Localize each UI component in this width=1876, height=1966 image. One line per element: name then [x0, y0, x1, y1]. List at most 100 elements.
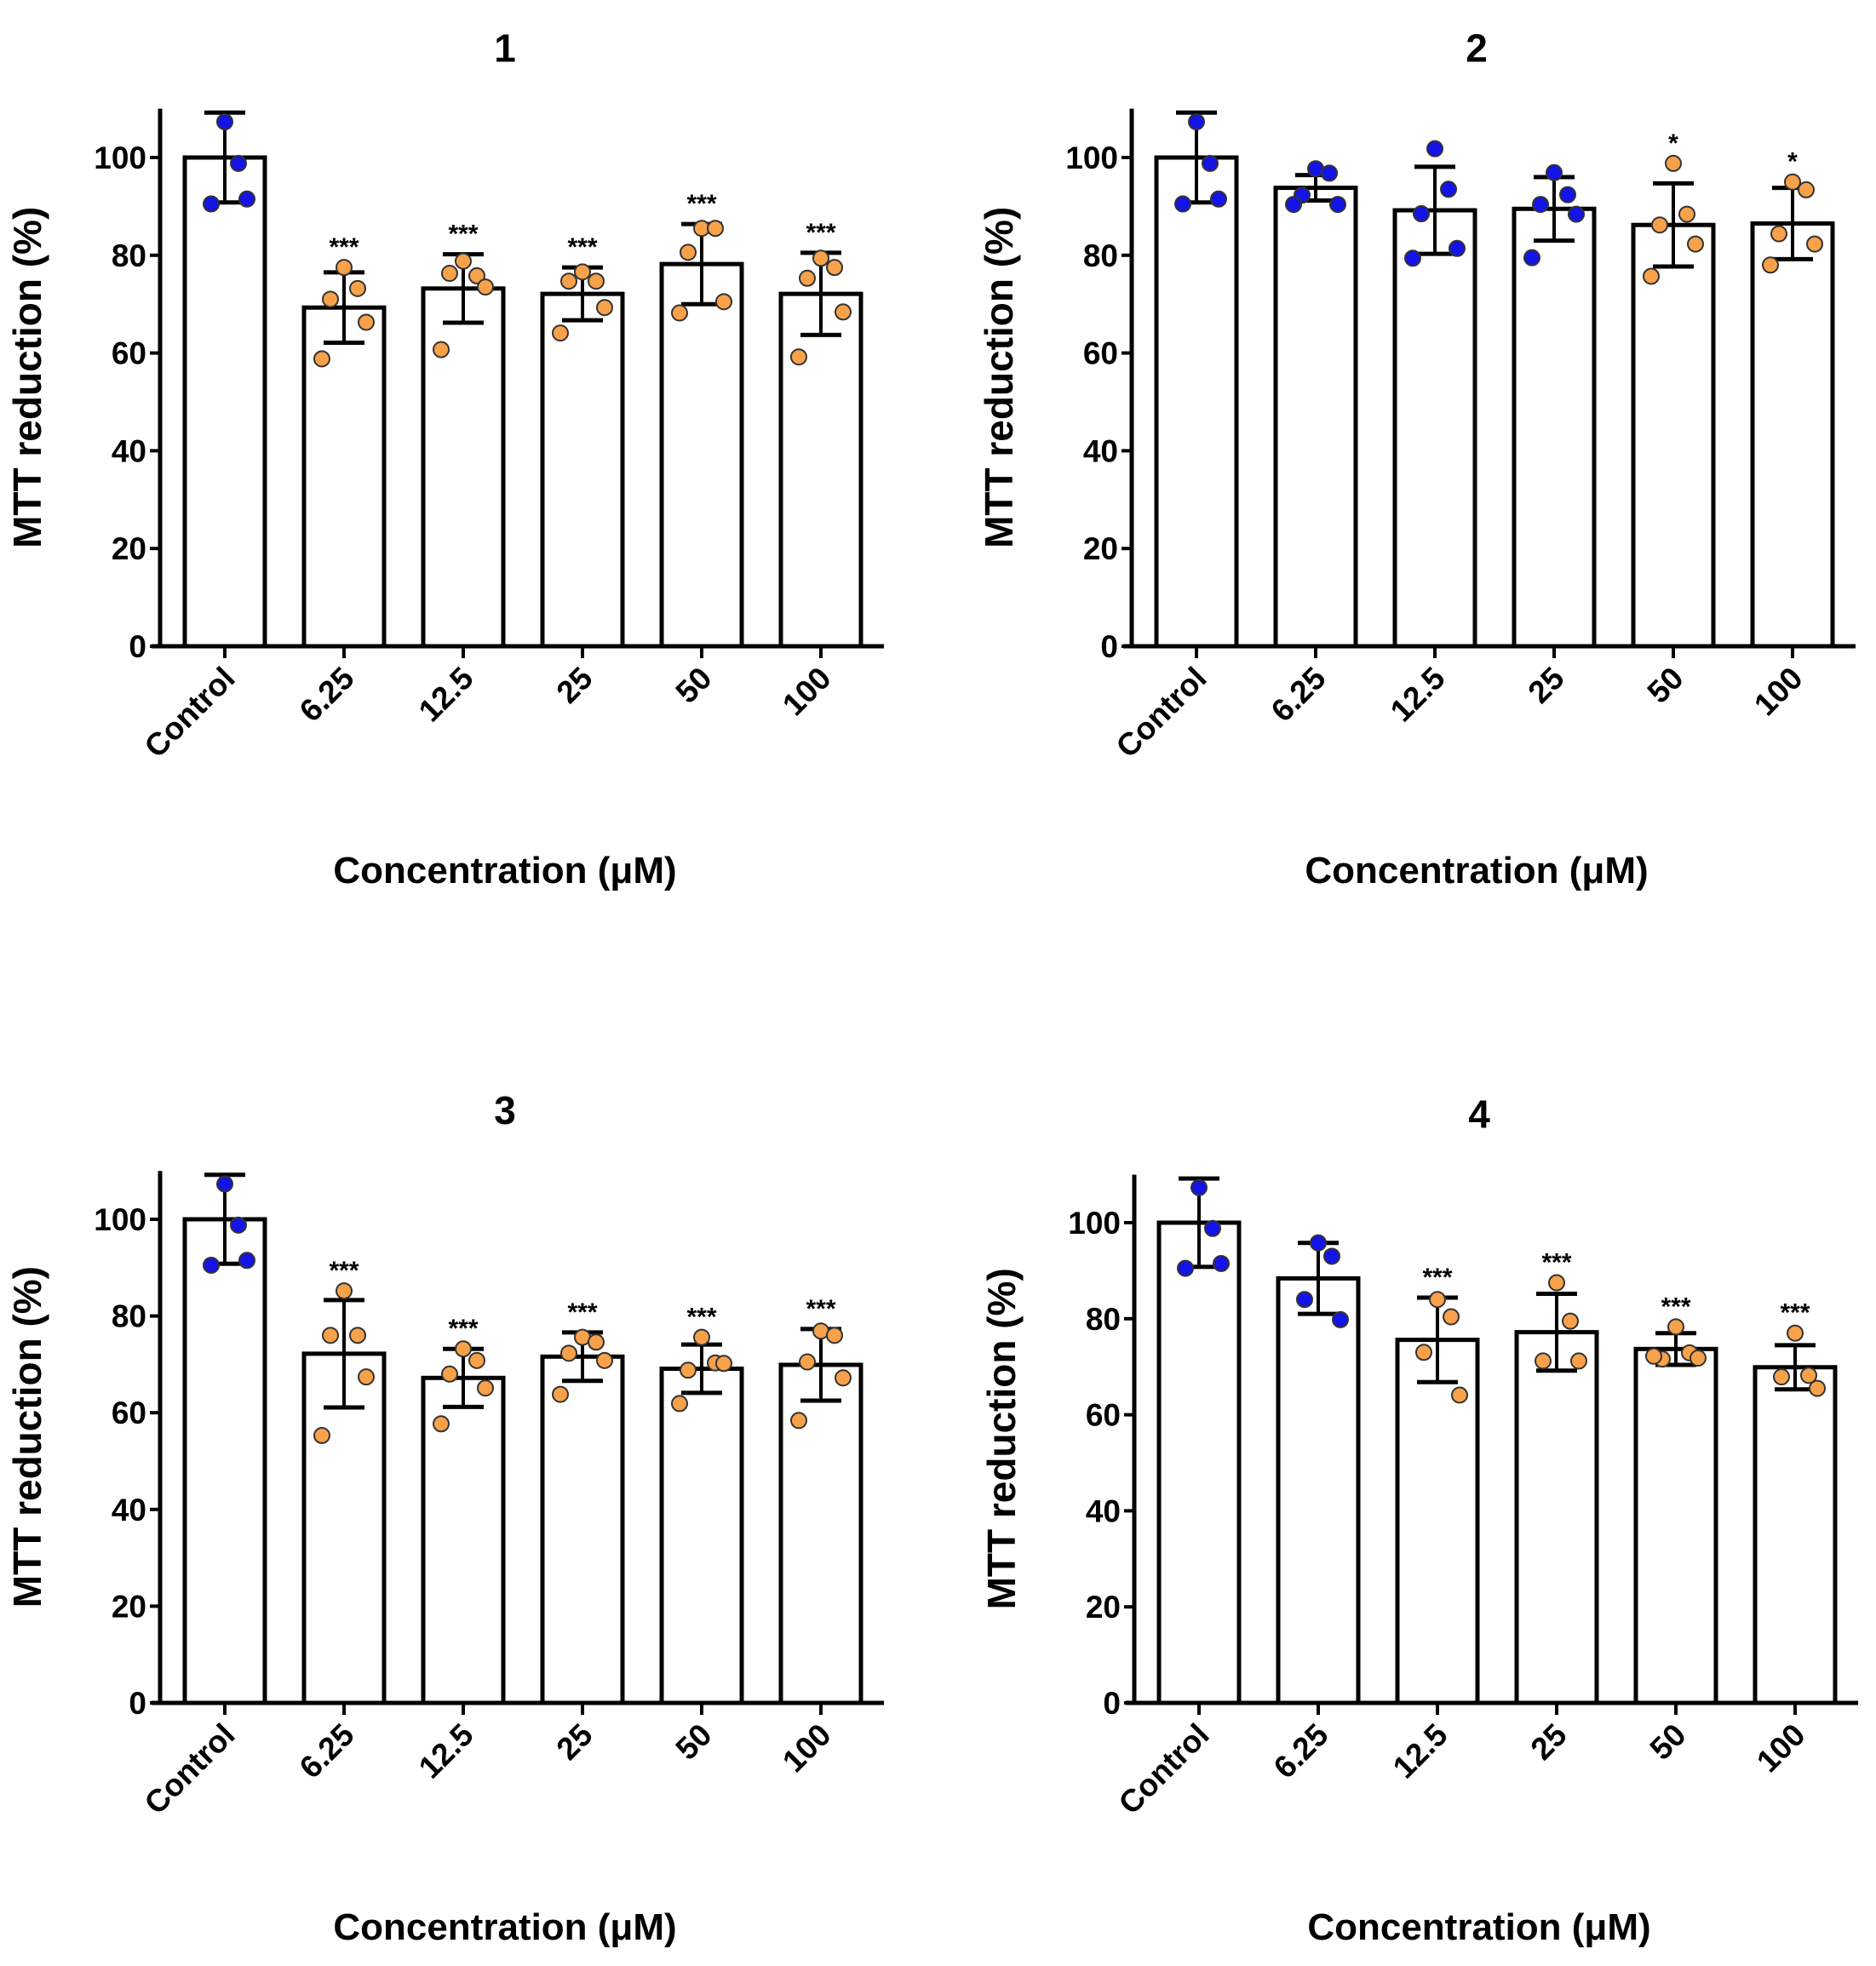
y-tick-label: 0 — [129, 629, 146, 664]
data-point — [1426, 140, 1443, 158]
data-point — [799, 269, 816, 287]
data-point — [1323, 1247, 1340, 1265]
data-point — [671, 304, 688, 322]
data-point — [455, 252, 472, 270]
bar-25 — [1514, 1330, 1599, 1705]
data-point — [1535, 1352, 1552, 1370]
data-point — [1667, 1318, 1684, 1336]
data-point — [1404, 249, 1421, 267]
y-tick-label: 100 — [1068, 1206, 1121, 1241]
y-axis-label: MTT reduction (%) — [979, 1268, 1024, 1609]
y-axis-label: MTT reduction (%) — [5, 207, 49, 548]
bar-100 — [1753, 1365, 1838, 1705]
data-point — [1546, 163, 1563, 181]
y-tick-label: 40 — [112, 1493, 146, 1528]
significance-label: * — [1787, 148, 1798, 176]
data-point — [588, 1333, 605, 1351]
data-point — [790, 1412, 807, 1430]
data-point — [680, 1361, 697, 1379]
data-point — [1687, 235, 1704, 253]
data-point — [216, 1175, 233, 1193]
data-point — [1645, 1347, 1662, 1365]
y-tick-label: 80 — [1086, 1302, 1121, 1337]
data-point — [1800, 1367, 1817, 1384]
y-tick-label: 40 — [112, 433, 146, 468]
data-point — [588, 272, 605, 290]
data-point — [1177, 1259, 1194, 1277]
x-axis-label: Concentration (μM) — [333, 850, 676, 891]
data-point — [1413, 205, 1430, 223]
data-point — [313, 350, 330, 368]
data-point — [1762, 256, 1779, 274]
data-point — [230, 1216, 247, 1234]
chart-panel-1: 1 *** *** *** *** *** 0 20 40 60 80 100 Control 6.25 1… — [5, 26, 884, 891]
bar-100 — [778, 291, 863, 649]
data-point — [1451, 1386, 1468, 1404]
significance-label: *** — [806, 219, 835, 247]
significance-label: *** — [686, 190, 716, 218]
data-point — [322, 290, 339, 308]
data-point — [441, 1365, 458, 1383]
data-point — [349, 279, 366, 297]
bar-Control — [182, 155, 267, 649]
data-point — [455, 1340, 472, 1358]
significance-label: *** — [329, 233, 359, 261]
data-point — [1678, 205, 1695, 223]
data-point — [441, 265, 458, 283]
x-tick-label: 50 — [669, 1717, 719, 1767]
data-point — [1562, 1312, 1579, 1330]
data-point — [1213, 1254, 1230, 1272]
data-point — [1204, 1219, 1221, 1237]
x-tick-label: 12.5 — [1384, 661, 1452, 729]
data-point — [715, 293, 732, 311]
y-tick-label: 100 — [1065, 140, 1118, 175]
significance-label: *** — [567, 1298, 597, 1327]
y-tick-label: 0 — [1103, 1686, 1121, 1721]
data-point — [238, 190, 255, 208]
significance-label: *** — [1661, 1293, 1690, 1321]
y-tick-label: 60 — [112, 1396, 146, 1430]
x-tick-label: Control — [1110, 661, 1213, 765]
significance-label: *** — [448, 221, 478, 249]
x-tick-label: 12.5 — [1386, 1717, 1454, 1785]
y-tick-label: 80 — [112, 238, 146, 273]
data-point — [433, 1415, 450, 1433]
significance-label: * — [1668, 129, 1678, 158]
chart-title: 3 — [494, 1088, 516, 1132]
bar-50 — [1631, 222, 1716, 649]
y-tick-label: 40 — [1086, 1493, 1121, 1528]
y-tick-label: 0 — [1100, 629, 1118, 664]
significance-label: *** — [806, 1295, 835, 1323]
data-point — [835, 1369, 852, 1387]
data-point — [1188, 113, 1205, 131]
significance-label: *** — [448, 1315, 478, 1343]
x-tick-label: 100 — [1750, 1717, 1812, 1780]
data-point — [1321, 164, 1338, 182]
data-point — [358, 313, 375, 331]
x-tick-label: 100 — [776, 1717, 838, 1780]
significance-label: *** — [1422, 1264, 1452, 1292]
data-point — [322, 1327, 339, 1344]
data-point — [1532, 196, 1549, 214]
data-point — [1296, 1291, 1313, 1309]
data-point — [693, 1328, 710, 1346]
bar-25 — [540, 1354, 625, 1705]
significance-label: *** — [1541, 1249, 1571, 1277]
x-tick-label: Control — [138, 661, 242, 765]
data-point — [835, 303, 852, 321]
chart-panel-4: 4 *** *** *** *** 0 20 40 60 80 100 Control 6.25 12.5… — [979, 1092, 1858, 1948]
x-axis-label: Concentration (μM) — [1307, 1906, 1650, 1948]
data-point — [1770, 225, 1787, 243]
data-point — [1190, 1178, 1208, 1196]
data-point — [715, 1355, 732, 1373]
x-tick-label: 50 — [1641, 661, 1690, 710]
data-point — [1440, 181, 1457, 198]
data-point — [336, 1282, 353, 1300]
data-point — [230, 154, 247, 172]
data-point — [358, 1368, 375, 1386]
x-tick-label: 12.5 — [412, 661, 480, 729]
bar-Control — [182, 1217, 267, 1705]
data-point — [1651, 216, 1668, 234]
x-tick-label: 100 — [1747, 661, 1810, 723]
data-point — [349, 1327, 366, 1344]
